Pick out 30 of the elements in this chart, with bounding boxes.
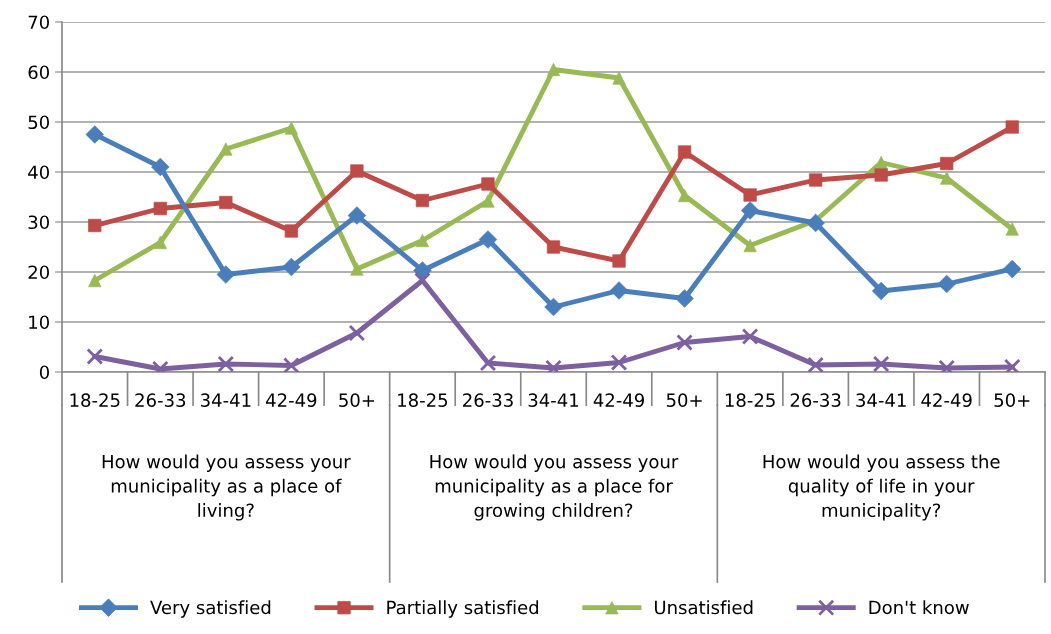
x-tick-label: 26-33	[790, 393, 841, 407]
x-tick-label: 34-41	[528, 393, 579, 407]
legend-label: Don't know	[869, 600, 969, 615]
text: How would you assess your municipality as a place of living?	[102, 454, 351, 521]
x-tick-label: 18-25	[398, 393, 448, 407]
legend-label: Very satisfied	[150, 600, 271, 618]
x-tick-label: 26-33	[135, 393, 186, 407]
x-tick-label: 34-41	[200, 393, 251, 407]
x-tick-label: 42-49	[266, 393, 317, 407]
x-tick-label: 50+	[666, 393, 702, 407]
x-tick-label: 42-49	[593, 393, 644, 407]
x-tick-label: 26-33	[463, 393, 513, 407]
x-tick-label: 50+	[994, 393, 1030, 407]
y-tick-label: 0	[39, 365, 49, 380]
legend-label: Unsatisfied	[654, 600, 753, 615]
y-tick-label: 20	[28, 265, 49, 280]
y-tick-label: 30	[28, 215, 49, 230]
legend-label: Partially satisfied	[387, 600, 539, 618]
y-tick-label: 40	[28, 165, 49, 180]
text: How would you assess the quality of life in your municipality?	[763, 454, 1000, 521]
x-tick-label: 42-49	[921, 393, 972, 407]
y-tick-label: 70	[28, 15, 49, 30]
y-tick-label: 60	[28, 65, 49, 80]
x-tick-label: 50+	[339, 393, 375, 407]
x-tick-label: 18-25	[725, 393, 775, 407]
x-tick-label: 18-25	[70, 393, 120, 407]
y-tick-label: 10	[29, 315, 49, 330]
text: How would you assess your municipality as a place for growing children?	[430, 454, 679, 521]
x-tick-label: 34-41	[856, 393, 906, 407]
y-tick-label: 50	[28, 115, 49, 130]
